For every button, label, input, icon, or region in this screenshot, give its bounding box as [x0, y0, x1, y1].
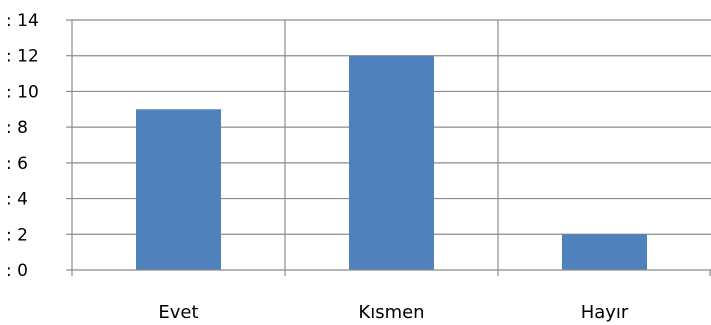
bar-evet [136, 109, 221, 271]
x-category-label-hayır: Hayır [581, 302, 629, 323]
y-tick-label-6: : 6 [6, 154, 28, 174]
axes [66, 19, 711, 276]
y-tick-label-12: : 12 [6, 47, 39, 67]
x-category-label-kısmen: Kısmen [358, 302, 424, 323]
y-tick-label-4: : 4 [6, 190, 28, 210]
bar-kısmen [349, 55, 434, 270]
y-tick-label-2: : 2 [6, 225, 28, 245]
y-tick-label-0: : 0 [6, 261, 28, 281]
x-category-label-evet: Evet [158, 302, 198, 323]
y-tick-label-14: : 14 [6, 11, 39, 31]
x-tick-labels: Evet Kısmen Hayır [158, 302, 628, 323]
y-tick-label-10: : 10 [6, 82, 39, 102]
y-tick-label-8: : 8 [6, 118, 28, 138]
bars [136, 55, 647, 271]
bar-hayır [562, 234, 647, 270]
vertical-gridlines [284, 20, 499, 270]
y-tick-labels: : 0 : 2 : 4 : 6 : 8 : 10 : 12 : 14 [6, 11, 39, 281]
